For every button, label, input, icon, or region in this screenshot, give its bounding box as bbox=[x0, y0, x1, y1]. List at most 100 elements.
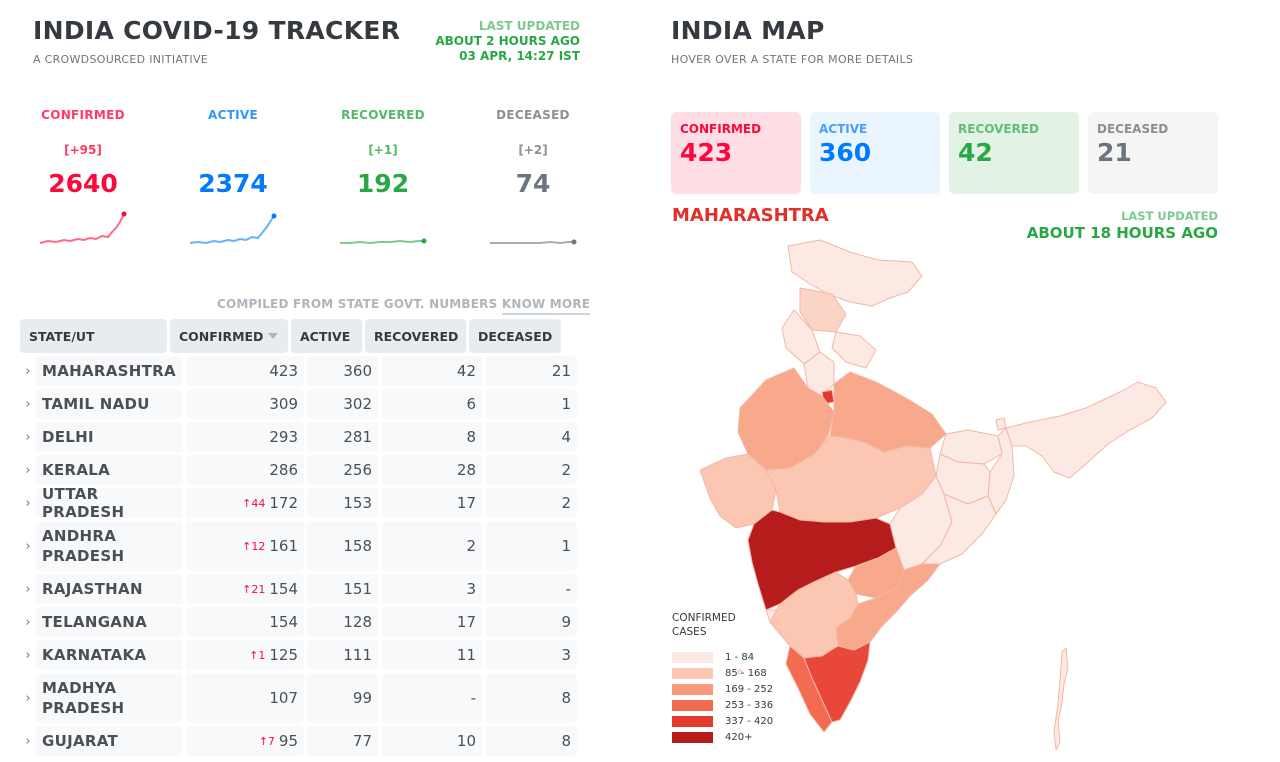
map-box-active-value: 360 bbox=[819, 138, 872, 167]
header-recovered[interactable]: RECOVERED bbox=[365, 319, 466, 353]
table-row[interactable]: › TAMIL NADU 309 302 6 1 bbox=[20, 389, 580, 419]
stat-confirmed: CONFIRMED [+95] 2640 bbox=[8, 108, 158, 248]
expand-chevron-icon[interactable]: › bbox=[25, 363, 31, 379]
cell-recovered: 6 bbox=[381, 389, 482, 419]
stat-active: ACTIVE 2374 bbox=[158, 108, 308, 248]
stat-confirmed-delta: [+95] bbox=[64, 143, 102, 157]
header-state[interactable]: STATE/UT bbox=[20, 319, 167, 353]
table-row[interactable]: › MADHYA PRADESH 107 99-8 bbox=[20, 673, 580, 723]
cell-confirmed-value: 161 bbox=[269, 537, 298, 555]
state-odisha bbox=[921, 493, 997, 565]
cell-state: RAJASTHAN bbox=[36, 574, 183, 604]
cell-confirmed: 154 bbox=[186, 607, 304, 637]
state-table: STATE/UT CONFIRMED ACTIVE RECOVERED DECE… bbox=[20, 319, 580, 759]
expand-chevron-icon[interactable]: › bbox=[25, 495, 31, 511]
legend-title-line-1: CONFIRMED bbox=[672, 612, 736, 624]
table-row[interactable]: › RAJASTHAN ↑21 154 151 3- bbox=[20, 574, 580, 604]
table-row[interactable]: › ANDHRA PRADESH ↑12 161 158 2 1 bbox=[20, 521, 580, 571]
table-row[interactable]: › DELHI 293 281 8 4 bbox=[20, 422, 580, 452]
table-row[interactable]: › TELANGANA 154 128 17 9 bbox=[20, 607, 580, 637]
legend-title-line-2: CASES bbox=[672, 626, 707, 638]
map-box-recovered-value: 42 bbox=[958, 138, 993, 167]
cell-recovered: 28 bbox=[381, 455, 482, 485]
header-confirmed[interactable]: CONFIRMED bbox=[170, 319, 288, 353]
table-row[interactable]: › MAHARASHTRA 423 360 42 21 bbox=[20, 356, 580, 386]
expand-chevron-icon[interactable]: › bbox=[25, 396, 31, 412]
table-row[interactable]: › KERALA 286 256 28 2 bbox=[20, 455, 580, 485]
expand-chevron-icon[interactable]: › bbox=[25, 538, 31, 554]
cell-active: 281 bbox=[307, 422, 378, 452]
cell-deceased: - bbox=[485, 574, 577, 604]
cell-active: 302 bbox=[307, 389, 378, 419]
legend-swatch bbox=[672, 651, 713, 663]
cell-active: 111 bbox=[307, 640, 378, 670]
table-row[interactable]: › KARNATAKA ↑1 125 111 11 3 bbox=[20, 640, 580, 670]
table-row[interactable]: › GUJARAT ↑7 95 77 10 8 bbox=[20, 726, 580, 756]
last-updated-absolute: 03 APR, 14:27 IST bbox=[459, 49, 580, 63]
cell-state: KERALA bbox=[36, 455, 183, 485]
expand-chevron-icon[interactable]: › bbox=[25, 429, 31, 445]
state-uttarakhand bbox=[831, 331, 877, 369]
cell-deceased: 1 bbox=[485, 521, 577, 571]
cell-confirmed-delta: ↑21 bbox=[242, 582, 266, 596]
cell-deceased: 21 bbox=[485, 356, 577, 386]
expand-chevron-icon[interactable]: › bbox=[25, 690, 31, 706]
cell-confirmed-value: 154 bbox=[269, 580, 298, 598]
stat-confirmed-value: 2640 bbox=[48, 169, 118, 198]
legend-range: 337 - 420 bbox=[725, 715, 774, 727]
header-deceased[interactable]: DECEASED bbox=[469, 319, 561, 353]
cell-confirmed-value: 125 bbox=[269, 646, 298, 664]
cell-confirmed-value: 309 bbox=[269, 395, 298, 413]
legend-swatch bbox=[672, 683, 713, 695]
cell-confirmed-value: 423 bbox=[269, 362, 298, 380]
cell-deceased: 4 bbox=[485, 422, 577, 452]
stat-deceased-delta: [+2] bbox=[518, 143, 548, 157]
last-updated-relative: ABOUT 2 HOURS AGO bbox=[435, 34, 580, 48]
cell-deceased: 8 bbox=[485, 726, 577, 756]
table-body: › MAHARASHTRA 423 360 42 21 › TAMIL NADU 309 302 6… bbox=[20, 356, 580, 756]
map-subtitle: HOVER OVER A STATE FOR MORE DETAILS bbox=[671, 53, 914, 66]
legend-items: 1 - 84 85 - 168 169 - 252 253 - 336 337 - 42… bbox=[672, 649, 773, 745]
stat-recovered-value: 192 bbox=[356, 169, 410, 198]
table-row[interactable]: › UTTAR PRADESH ↑44 172 153 17 2 bbox=[20, 485, 580, 521]
state-sikkim bbox=[995, 417, 1007, 431]
stat-deceased-value: 74 bbox=[515, 169, 551, 198]
expand-chevron-icon[interactable]: › bbox=[25, 614, 31, 630]
table-header-row: STATE/UT CONFIRMED ACTIVE RECOVERED DECE… bbox=[20, 319, 580, 353]
expand-chevron-icon[interactable]: › bbox=[25, 462, 31, 478]
cell-state: TELANGANA bbox=[36, 607, 183, 637]
expand-chevron-icon[interactable]: › bbox=[25, 733, 31, 749]
cell-active: 360 bbox=[307, 356, 378, 386]
india-choropleth-map[interactable] bbox=[700, 232, 1180, 757]
cell-confirmed: ↑44 172 bbox=[186, 488, 304, 518]
stat-recovered-delta: [+1] bbox=[368, 143, 398, 157]
map-last-updated: LAST UPDATED ABOUT 18 HOURS AGO bbox=[1027, 209, 1218, 242]
cell-active: 99 bbox=[307, 673, 378, 723]
legend-title: CONFIRMED CASES bbox=[672, 611, 773, 639]
expand-chevron-icon[interactable]: › bbox=[25, 581, 31, 597]
andaman-nicobar-islands bbox=[1053, 647, 1069, 751]
legend-range: 253 - 336 bbox=[725, 699, 774, 711]
expand-chevron-icon[interactable]: › bbox=[25, 647, 31, 663]
cell-confirmed-value: 172 bbox=[269, 494, 298, 512]
cell-recovered: - bbox=[381, 673, 482, 723]
cell-confirmed-delta: ↑7 bbox=[258, 734, 275, 748]
map-last-updated-relative: ABOUT 18 HOURS AGO bbox=[1026, 224, 1218, 242]
cell-active: 256 bbox=[307, 455, 378, 485]
confirmed-sparkline bbox=[39, 211, 127, 244]
cell-active: 77 bbox=[307, 726, 378, 756]
cell-recovered: 42 bbox=[381, 356, 482, 386]
know-more-link[interactable]: KNOW MORE bbox=[501, 297, 591, 315]
cell-recovered: 8 bbox=[381, 422, 482, 452]
cell-confirmed-value: 95 bbox=[278, 732, 298, 750]
cell-state: MAHARASHTRA bbox=[36, 356, 183, 386]
cell-recovered: 3 bbox=[381, 574, 482, 604]
cell-recovered: 2 bbox=[381, 521, 482, 571]
active-sparkline bbox=[189, 213, 277, 245]
map-box-confirmed-label: CONFIRMED bbox=[680, 122, 762, 136]
header-active[interactable]: ACTIVE bbox=[291, 319, 362, 353]
cell-deceased: 2 bbox=[485, 455, 577, 485]
stat-recovered: RECOVERED [+1] 192 bbox=[308, 108, 458, 248]
cell-confirmed: 107 bbox=[186, 673, 304, 723]
cell-confirmed-value: 107 bbox=[269, 689, 298, 707]
